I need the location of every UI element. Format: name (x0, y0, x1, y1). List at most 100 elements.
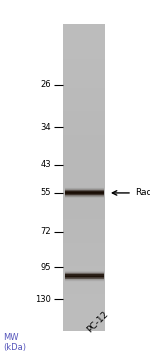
Bar (63, 194, 105, 196)
Bar (63, 293, 105, 296)
Bar (63, 163, 105, 166)
Bar (63, 281, 105, 284)
Bar (63, 171, 105, 174)
Bar (63, 34, 105, 37)
Bar (63, 316, 105, 319)
Bar (63, 247, 105, 249)
Bar (64, 276, 104, 277)
Bar (63, 48, 105, 51)
Bar (63, 116, 105, 119)
Bar (63, 187, 105, 190)
Bar (64, 270, 104, 271)
Bar (63, 112, 105, 115)
Bar (63, 79, 105, 82)
Text: Rad23A: Rad23A (135, 188, 150, 198)
Bar (63, 71, 105, 74)
Bar (64, 187, 104, 188)
Bar (64, 191, 104, 192)
Bar (63, 192, 105, 194)
Bar (63, 134, 105, 137)
Bar (63, 296, 105, 298)
Bar (63, 102, 105, 104)
Bar (63, 91, 105, 94)
Bar (63, 36, 105, 39)
Bar (63, 93, 105, 96)
Bar (64, 274, 104, 275)
Bar (63, 322, 105, 325)
Bar (63, 210, 105, 213)
Bar (63, 195, 105, 198)
Bar (64, 196, 104, 197)
Bar (63, 147, 105, 149)
Bar (63, 122, 105, 125)
Bar (63, 269, 105, 272)
Bar (63, 110, 105, 113)
Text: PC-12: PC-12 (85, 310, 110, 335)
Bar (64, 277, 104, 278)
Bar (63, 45, 105, 47)
Bar (63, 167, 105, 170)
Bar (63, 183, 105, 186)
Bar (63, 222, 105, 225)
Bar (63, 245, 105, 247)
Bar (63, 114, 105, 117)
Bar (63, 240, 105, 243)
Bar (64, 274, 104, 275)
Bar (63, 326, 105, 329)
Bar (64, 197, 104, 198)
Bar (63, 234, 105, 237)
Bar (63, 251, 105, 253)
Bar (64, 270, 104, 271)
Bar (63, 28, 105, 31)
Bar (63, 287, 105, 290)
Bar (64, 188, 104, 189)
Bar (63, 75, 105, 78)
Bar (63, 157, 105, 160)
Bar (64, 274, 104, 275)
Bar (64, 279, 104, 280)
Bar (63, 263, 105, 266)
Bar (63, 53, 105, 56)
Bar (64, 195, 104, 196)
Bar (63, 46, 105, 49)
Text: MW
(kDa): MW (kDa) (3, 333, 26, 352)
Bar (64, 188, 104, 189)
Bar (63, 257, 105, 259)
Bar (63, 310, 105, 313)
Bar (63, 120, 105, 123)
Bar (64, 190, 104, 191)
Bar (64, 190, 104, 191)
Bar (63, 208, 105, 211)
Bar (64, 189, 104, 190)
Bar (64, 194, 104, 195)
Bar (63, 57, 105, 59)
Bar (63, 275, 105, 278)
Text: 72: 72 (40, 227, 51, 236)
Bar (63, 24, 105, 27)
Text: 26: 26 (40, 80, 51, 90)
Bar (63, 155, 105, 158)
Bar (63, 118, 105, 121)
Bar (63, 304, 105, 307)
Bar (63, 138, 105, 141)
Bar (63, 181, 105, 184)
Bar (63, 283, 105, 286)
Bar (63, 291, 105, 294)
Bar (64, 275, 104, 276)
Bar (63, 185, 105, 188)
Bar (63, 159, 105, 161)
Bar (63, 141, 105, 143)
Bar (63, 226, 105, 229)
Bar (63, 81, 105, 84)
Bar (63, 124, 105, 127)
Bar (63, 73, 105, 76)
Bar (63, 67, 105, 70)
Bar (63, 279, 105, 282)
Bar (63, 299, 105, 302)
Bar (64, 271, 104, 272)
Bar (63, 161, 105, 164)
Bar (63, 302, 105, 304)
Bar (63, 153, 105, 155)
Bar (63, 65, 105, 68)
Bar (63, 83, 105, 86)
